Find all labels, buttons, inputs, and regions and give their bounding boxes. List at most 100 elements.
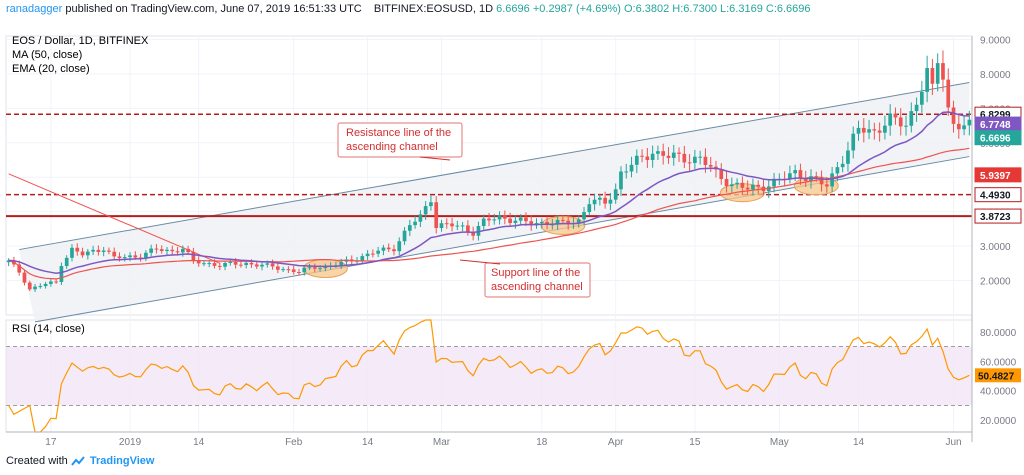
price-change: +0.2987 (+4.69%) [532,3,621,15]
candle-body [444,223,449,225]
candle [819,170,824,192]
candle-body [703,156,708,165]
support-callout-line2: ascending channel [491,281,583,293]
candle-body [365,253,370,257]
candle-body [423,206,428,215]
candle-body [217,265,222,267]
candle-body [941,63,945,80]
candle-body [27,282,32,290]
candle-body [312,267,317,269]
candle-body [946,79,951,108]
candle [698,150,702,165]
time-tick-label: Feb [285,437,303,448]
candle-body [307,267,312,269]
candle [191,247,196,264]
price-tick-label: 9.0000 [980,35,1011,46]
candle-body [191,252,196,261]
candle [149,244,154,257]
price-badge: 6.7748 [974,116,1022,132]
candle [223,260,227,271]
candle-body [291,269,296,273]
candle-body [33,286,37,290]
candle [930,58,935,96]
candle-body [666,155,671,158]
candle-body [6,260,11,263]
candle-body [202,263,206,265]
candle-body [877,130,882,133]
candle [286,266,291,274]
candle-body [91,249,95,252]
candle [751,178,755,196]
candle [851,126,856,159]
candle [33,283,37,292]
candle-body [402,230,407,242]
candle [967,110,972,136]
candle [561,215,565,224]
candle [909,102,914,133]
support-pointer [459,259,501,265]
price-badge-label: 6.6696 [980,134,1011,145]
candle [576,215,581,228]
candle [962,115,966,136]
publish-header: ranadagger published on TradingView.com,… [0,0,1024,18]
candle [6,258,11,267]
candle-body [207,263,212,265]
candle-body [951,107,956,124]
symbol-info: BITFINEX:EOSUSD, 1D [373,3,494,15]
candle [144,250,148,262]
candle-body [502,215,507,219]
candle [555,215,560,230]
candle [629,156,634,178]
ema-20-line [8,111,970,274]
chart-canvas[interactable]: 9.00008.00007.00006.00005.00004.00003.00… [0,18,1024,452]
candle-body [260,264,264,267]
author-name[interactable]: ranadagger [6,3,63,15]
candle-body [128,255,132,258]
candle-body [249,262,254,265]
candle-body [439,223,444,229]
footer-brand[interactable]: TradingView [89,455,155,467]
candle-body [101,250,106,252]
candle-body [80,251,85,256]
candle-body [935,63,940,84]
candle-body [835,167,840,174]
candle-body [471,231,476,236]
candle [935,53,940,92]
candle [80,247,85,258]
price-badge-box [974,208,1022,224]
candle-body [740,182,745,188]
candle-body [603,197,607,204]
candle [302,265,307,276]
time-tick-label: 14 [362,437,374,448]
candle-body [228,261,233,263]
rsi-badge-box [975,368,1021,383]
candle [798,163,803,185]
candle-body [708,164,713,167]
price-badge-box [974,187,1022,203]
candle-body [592,199,597,205]
candle [492,213,497,225]
candle-body [276,266,280,270]
candle-body [281,269,285,271]
candle-body [619,171,623,190]
footer-prefix: Created with [6,455,68,467]
price-tick-label: 8.0000 [980,70,1011,81]
candle-body [180,248,185,253]
candle [423,201,428,220]
candle [693,149,697,170]
candle [17,260,22,276]
candle-body [159,249,164,252]
candle-body [170,249,175,252]
candle-body [244,262,249,266]
candle-body [476,226,481,236]
candle-body [788,173,792,180]
candle [788,165,792,184]
candle [502,210,507,225]
candle-body [904,125,908,127]
moving-averages [8,111,970,280]
candle-body [107,250,111,252]
candle-body [75,247,80,252]
rsi-band [6,346,972,406]
price-badge: 4.4930 [974,187,1022,203]
